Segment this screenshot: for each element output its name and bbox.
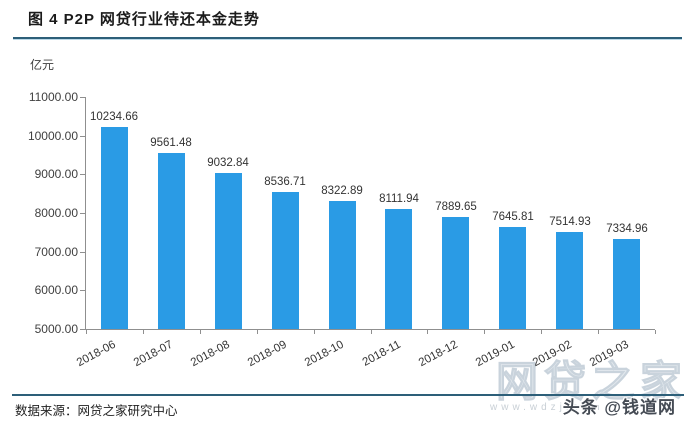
y-axis-line [85, 97, 86, 329]
x-axis-tick [541, 330, 542, 334]
x-axis-tick [314, 330, 315, 334]
title-divider-highlight [13, 39, 682, 40]
y-axis-tick-label: 7000.00 [34, 245, 78, 259]
bar-value-label: 8536.71 [264, 176, 306, 188]
bar-value-label: 7889.65 [435, 201, 477, 213]
x-axis-tick [371, 330, 372, 334]
bar-value-label: 7334.96 [606, 223, 648, 235]
y-axis-tick [80, 329, 85, 330]
bar-value-label: 8322.89 [321, 185, 363, 197]
y-axis-tick-label: 9000.00 [34, 167, 78, 181]
bar-value-label: 10234.66 [90, 111, 138, 123]
bar-2018-12 [442, 217, 469, 329]
watermark-toutiao: 头条 @钱道网 [562, 398, 676, 417]
bar-value-label: 8111.94 [379, 193, 419, 205]
x-axis-tick [143, 330, 144, 334]
x-axis-tick [484, 330, 485, 334]
y-axis-tick-label: 10000.00 [27, 129, 78, 143]
y-axis-tick-label: 8000.00 [34, 206, 78, 220]
y-axis-tick [80, 136, 85, 137]
x-axis-category-label: 2019-02 [530, 338, 574, 370]
y-axis-tick-label: 5000.00 [34, 322, 78, 336]
bar-2018-07 [158, 153, 185, 329]
bar-2018-11 [385, 209, 412, 329]
x-axis-tick [427, 330, 428, 334]
bar-2018-06 [101, 127, 128, 329]
data-source-label: 数据来源：网贷之家研究中心 [15, 404, 178, 418]
bar-2019-01 [499, 227, 526, 329]
x-axis-category-label: 2018-12 [416, 338, 460, 370]
bar-2018-10 [329, 201, 356, 329]
bar-value-label: 7514.93 [549, 216, 591, 228]
bar-2018-08 [215, 173, 242, 329]
bar-2018-09 [272, 192, 299, 329]
y-axis-tick-label: 11000.00 [28, 90, 78, 104]
bar-2019-02 [556, 232, 583, 329]
x-axis-tick [655, 330, 656, 334]
x-axis-category-label: 2018-07 [131, 338, 175, 370]
y-axis-unit-label: 亿元 [30, 58, 55, 72]
bar-value-label: 9561.48 [150, 137, 192, 149]
x-axis-tick [257, 330, 258, 334]
x-axis-category-label: 2018-06 [74, 338, 118, 370]
x-axis-category-label: 2019-01 [473, 338, 517, 370]
x-axis-line [85, 329, 655, 330]
bar-value-label: 9032.84 [207, 157, 249, 169]
x-axis-category-label: 2018-11 [360, 338, 403, 369]
y-axis-tick [80, 97, 85, 98]
x-axis-tick [86, 330, 87, 334]
footer-divider [12, 394, 684, 396]
title-divider [13, 37, 682, 39]
figure-title: 图 4 P2P 网贷行业待还本金走势 [28, 11, 260, 28]
bar-value-label: 7645.81 [492, 211, 534, 223]
x-axis-tick [598, 330, 599, 334]
x-axis-category-label: 2018-09 [245, 338, 289, 370]
y-axis-tick-label: 6000.00 [34, 283, 78, 297]
bar-2019-03 [613, 239, 640, 329]
watermark-site-name: 网贷之家 [495, 358, 688, 406]
y-axis-tick [80, 213, 85, 214]
y-axis-tick [80, 290, 85, 291]
y-axis-tick [80, 174, 85, 175]
x-axis-category-label: 2019-03 [587, 338, 631, 370]
watermark-site-url: www.wdzj.com [490, 402, 604, 413]
y-axis-tick [80, 252, 85, 253]
x-axis-category-label: 2018-10 [302, 338, 346, 370]
x-axis-category-label: 2018-08 [188, 338, 232, 370]
x-axis-tick [200, 330, 201, 334]
